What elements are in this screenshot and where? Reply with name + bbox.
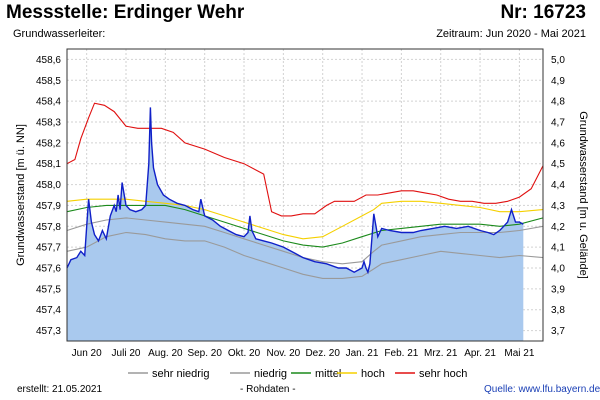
y-tick-label: 458,1 xyxy=(36,159,61,170)
x-tick-label: Apr. 21 xyxy=(464,348,496,359)
x-tick-label: Dez. 20 xyxy=(305,348,340,359)
y-tick-label: 457,4 xyxy=(36,305,61,316)
legend-label: sehr hoch xyxy=(419,368,467,380)
series-line-sehr-niedrig xyxy=(66,231,544,279)
x-tick-label: Feb. 21 xyxy=(384,348,418,359)
y-tick-label: 458,6 xyxy=(36,55,61,66)
y-right-tick-label: 4,3 xyxy=(551,201,565,212)
y-tick-label: 458,3 xyxy=(36,118,61,129)
y-right-tick-label: 5,0 xyxy=(551,55,565,66)
x-tick-label: Aug. 20 xyxy=(148,348,183,359)
y-right-tick-label: 4,5 xyxy=(551,159,565,170)
period-label: Zeitraum: Jun 2020 - Mai 2021 xyxy=(436,28,586,40)
y-right-tick-label: 4,4 xyxy=(551,180,565,191)
series-line-niedrig xyxy=(66,217,544,265)
chart-title: Messstelle: Erdinger Wehr xyxy=(6,2,245,23)
x-tick-label: Mai 21 xyxy=(504,348,534,359)
legend-label: sehr niedrig xyxy=(152,368,209,380)
y-right-tick-label: 4,8 xyxy=(551,97,565,108)
x-tick-label: Nov. 20 xyxy=(266,348,300,359)
y-axis-label: Grundwasserstand [m ü. NN] xyxy=(15,124,27,266)
y-tick-label: 458,2 xyxy=(36,138,61,149)
plot-frame xyxy=(66,48,544,342)
y-right-tick-label: 4,7 xyxy=(551,118,565,129)
series-line-Rohdaten xyxy=(66,107,524,275)
x-tick-label: Mrz. 21 xyxy=(424,348,458,359)
y-tick-label: 457,7 xyxy=(36,243,61,254)
x-tick-label: Sep. 20 xyxy=(187,348,222,359)
x-tick-label: Jun 20 xyxy=(72,348,102,359)
x-tick-label: Okt. 20 xyxy=(228,348,261,359)
y-right-tick-label: 3,7 xyxy=(551,326,565,337)
legend-label: niedrig xyxy=(254,368,287,380)
y-right-tick-label: 4,2 xyxy=(551,222,565,233)
y-tick-label: 457,9 xyxy=(36,201,61,212)
aquifer-label: Grundwasserleiter: xyxy=(13,28,106,40)
y-right-tick-label: 3,8 xyxy=(551,305,565,316)
y-right-tick-label: 4,6 xyxy=(551,138,565,149)
created-date: erstellt: 21.05.2021 xyxy=(17,384,103,395)
series-line-hoch xyxy=(66,198,544,240)
legend-label: hoch xyxy=(361,368,385,380)
y-right-tick-label: 4,9 xyxy=(551,76,565,87)
y-tick-label: 458,0 xyxy=(36,180,61,191)
x-tick-label: Juli 20 xyxy=(112,348,141,359)
y-tick-label: 457,3 xyxy=(36,326,61,337)
source-link[interactable]: Quelle: www.lfu.bayern.de xyxy=(484,384,600,395)
y-right-tick-label: 3,9 xyxy=(551,284,565,295)
y-right-tick-label: 4,0 xyxy=(551,264,565,275)
y-tick-label: 458,5 xyxy=(36,76,61,87)
y-right-axis-label: Grundwasserstand [m u. Gelände] xyxy=(577,111,589,279)
x-tick-label: Jan. 21 xyxy=(346,348,379,359)
raw-data-label: - Rohdaten - xyxy=(240,384,296,395)
raw-data-area xyxy=(67,107,524,342)
source-link-text[interactable]: Quelle: www.lfu.bayern.de xyxy=(484,384,600,395)
y-tick-label: 457,5 xyxy=(36,284,61,295)
y-tick-label: 458,4 xyxy=(36,97,61,108)
legend-label: mittel xyxy=(315,368,341,380)
series-line-sehr-hoch xyxy=(66,102,544,217)
y-tick-label: 457,6 xyxy=(36,264,61,275)
y-tick-label: 457,8 xyxy=(36,222,61,233)
y-right-tick-label: 4,1 xyxy=(551,243,565,254)
station-number: Nr: 16723 xyxy=(500,2,586,23)
